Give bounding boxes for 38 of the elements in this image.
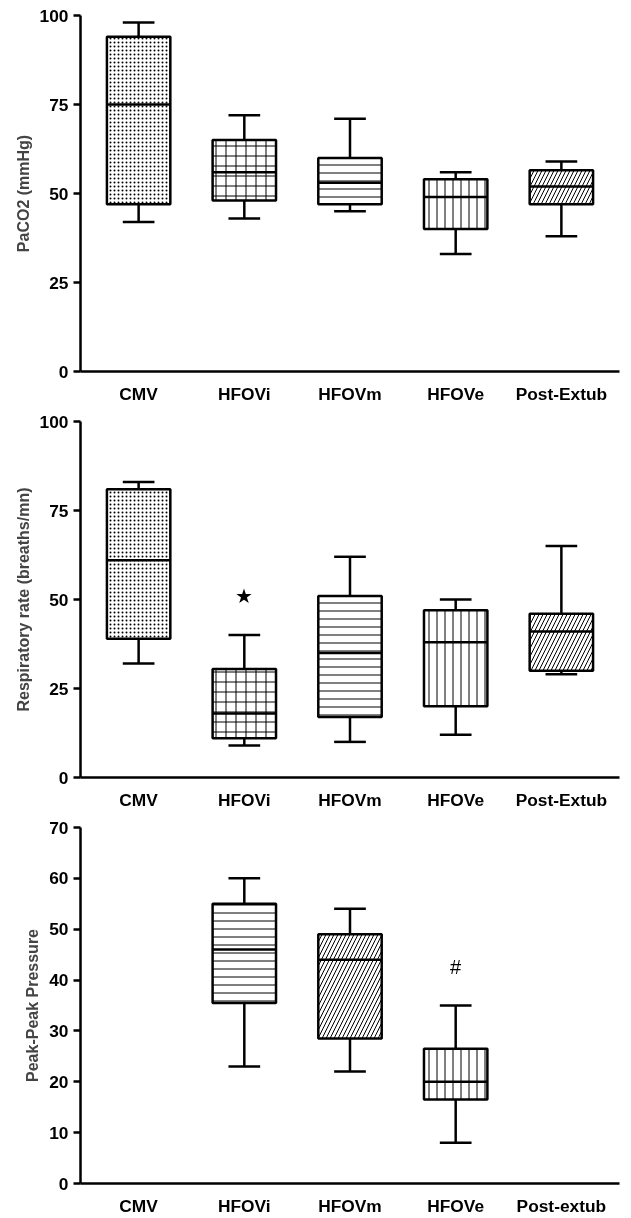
x-tick-label: HFOVe — [427, 1195, 485, 1216]
x-tick-label: HFOVi — [218, 383, 271, 404]
y-tick-label: 50 — [49, 183, 69, 204]
y-axis-title: Respiratory rate (breaths/mn) — [14, 487, 32, 712]
x-tick-label: HFOVe — [427, 383, 485, 404]
x-tick-label: HFOVm — [318, 383, 382, 404]
y-tick-label: 50 — [49, 919, 69, 940]
y-tick-label: 25 — [49, 272, 69, 293]
y-axis-title: Peak-Peak Pressure — [24, 928, 42, 1082]
y-tick-label: 20 — [49, 1071, 69, 1092]
x-tick-label: Post-extub — [516, 1195, 607, 1216]
y-tick-label: 70 — [49, 817, 69, 838]
x-tick-label: HFOVi — [218, 1195, 271, 1216]
annotation: ★ — [235, 585, 254, 608]
y-tick-label: 75 — [49, 500, 69, 521]
annotation: # — [450, 955, 463, 978]
y-tick-label: 75 — [49, 94, 69, 115]
y-tick-label: 100 — [39, 5, 69, 26]
x-tick-label: CMV — [119, 383, 159, 404]
y-tick-label: 50 — [49, 589, 69, 610]
x-tick-label: CMV — [119, 1195, 159, 1216]
y-tick-label: 10 — [49, 1122, 69, 1143]
y-tick-label: 0 — [58, 767, 69, 788]
x-tick-label: Post-Extub — [515, 789, 608, 810]
x-tick-label: HFOVe — [427, 789, 485, 810]
y-tick-label: 100 — [39, 411, 69, 432]
y-tick-label: 60 — [49, 868, 69, 889]
y-tick-label: 30 — [49, 1020, 69, 1041]
x-tick-label: Post-Extub — [515, 383, 608, 404]
x-tick-label: CMV — [119, 789, 159, 810]
y-tick-label: 0 — [58, 361, 69, 382]
y-tick-label: 0 — [58, 1173, 69, 1194]
y-tick-label: 40 — [49, 970, 69, 991]
x-tick-label: HFOVm — [318, 789, 382, 810]
y-tick-label: 25 — [49, 678, 69, 699]
x-tick-label: HFOVi — [218, 789, 271, 810]
y-axis-title: PaCO2 (mmHg) — [14, 134, 32, 253]
x-tick-label: HFOVm — [318, 1195, 382, 1216]
